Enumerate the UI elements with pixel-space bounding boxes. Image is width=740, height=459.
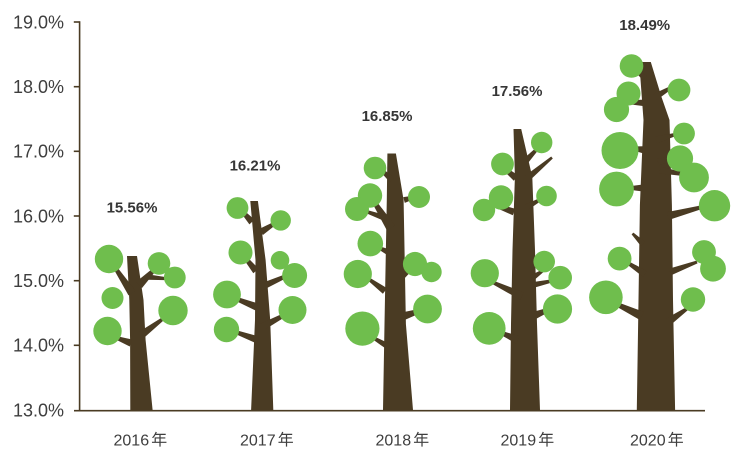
svg-text:16.0%: 16.0% bbox=[13, 206, 64, 226]
svg-text:14.0%: 14.0% bbox=[13, 336, 64, 356]
svg-text:13.0%: 13.0% bbox=[13, 400, 64, 420]
svg-text:2019: 2019 bbox=[501, 432, 537, 449]
svg-text:19.0%: 19.0% bbox=[13, 12, 64, 32]
svg-text:17.0%: 17.0% bbox=[13, 142, 64, 162]
svg-text:18.49%: 18.49% bbox=[619, 17, 670, 34]
svg-text:2020: 2020 bbox=[630, 432, 666, 449]
svg-text:18.0%: 18.0% bbox=[13, 77, 64, 97]
svg-text:2018: 2018 bbox=[376, 432, 412, 449]
svg-text:15.56%: 15.56% bbox=[107, 199, 158, 216]
svg-text:16.21%: 16.21% bbox=[230, 157, 281, 174]
svg-text:16.85%: 16.85% bbox=[362, 108, 413, 125]
svg-text:2017: 2017 bbox=[240, 432, 276, 449]
svg-text:15.0%: 15.0% bbox=[13, 271, 64, 291]
svg-text:17.56%: 17.56% bbox=[492, 83, 543, 100]
svg-text:2016: 2016 bbox=[114, 432, 150, 449]
